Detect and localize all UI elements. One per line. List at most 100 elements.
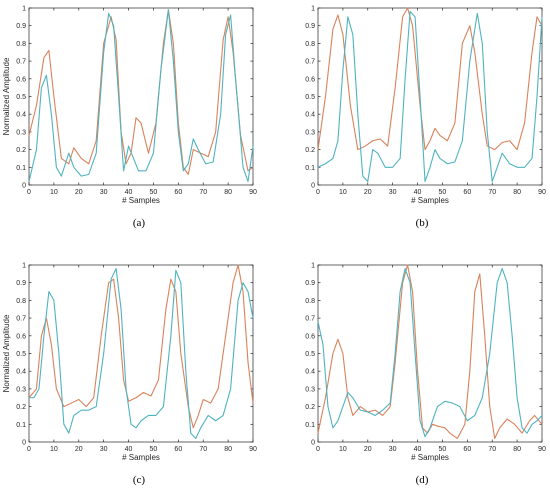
y-tick-label: 0.6 [16, 333, 26, 340]
y-tick-label: 0 [311, 183, 315, 190]
series-line-1 [317, 7, 543, 151]
x-tick-label: 30 [100, 446, 108, 453]
x-tick-label: 10 [339, 189, 347, 196]
x-tick-label: 30 [100, 189, 108, 196]
x-tick-label: 30 [389, 446, 397, 453]
x-tick-label: 0 [316, 446, 320, 453]
x-tick-label: 80 [224, 446, 232, 453]
y-tick-label: 0.4 [305, 369, 315, 376]
x-tick-label: 50 [150, 189, 158, 196]
series-line-1 [28, 264, 254, 429]
y-tick-label: 0.4 [16, 369, 26, 376]
y-tick-label: 0.8 [305, 41, 315, 48]
series-line-2 [29, 267, 254, 440]
x-tick-label: 50 [439, 189, 447, 196]
x-axis-label: # Samples [122, 196, 160, 205]
panel-caption: (c) [133, 474, 146, 486]
x-tick-label: 40 [414, 446, 422, 453]
y-tick-label: 0 [22, 440, 26, 447]
x-tick-label: 60 [463, 446, 471, 453]
chart-panel-3: 00.10.20.30.40.50.60.70.80.910 10 20 30 40 50… [2, 263, 257, 487]
y-tick-label: 0.6 [305, 333, 315, 340]
x-tick-label: 70 [199, 189, 207, 196]
x-axis-label: # Samples [411, 196, 449, 205]
x-tick-label: 60 [463, 189, 471, 196]
y-tick-label: 0.2 [16, 404, 26, 411]
y-tick-label: 0.7 [16, 316, 26, 323]
x-tick-label: 70 [488, 446, 496, 453]
x-tick-label: 10 [50, 189, 58, 196]
y-axis-label: Normalized Amplitude [2, 57, 11, 135]
y-tick-label: 0.3 [305, 386, 315, 393]
y-tick-label: 0.3 [16, 386, 26, 393]
x-tick-label: 70 [199, 446, 207, 453]
x-tick-label: 90 [538, 189, 546, 196]
x-tick-label: 80 [513, 446, 521, 453]
x-tick-label: 40 [414, 189, 422, 196]
y-tick-label: 0.7 [16, 59, 26, 66]
x-tick-label: 20 [75, 446, 83, 453]
series-line-2 [317, 10, 543, 183]
x-tick-label: 80 [513, 189, 521, 196]
x-tick-label: 40 [125, 189, 133, 196]
x-tick-label: 20 [75, 189, 83, 196]
x-tick-label: 20 [364, 446, 372, 453]
x-tick-label: 90 [249, 446, 257, 453]
x-tick-label: 70 [488, 189, 496, 196]
x-tick-label: 60 [174, 189, 182, 196]
x-tick-label: 10 [50, 446, 58, 453]
plot-frame [28, 7, 254, 186]
x-tick-label: 20 [364, 189, 372, 196]
panel-caption: (b) [416, 217, 429, 229]
panel-caption: (d) [416, 474, 429, 486]
x-tick-label: 50 [150, 446, 158, 453]
y-tick-label: 0.8 [305, 298, 315, 305]
x-axis-label: # Samples [122, 453, 160, 462]
x-tick-label: 90 [249, 189, 257, 196]
y-tick-label: 0.9 [16, 280, 26, 287]
y-tick-label: 0.1 [16, 422, 26, 429]
y-tick-label: 1 [311, 263, 315, 270]
y-tick-label: 0.9 [305, 23, 315, 30]
y-tick-label: 1 [311, 6, 315, 13]
y-tick-label: 1 [22, 6, 26, 13]
chart-panel-2: 00.10.20.30.40.50.60.70.80.910 10 20 30 40 50… [305, 6, 546, 230]
series-line-2 [317, 267, 543, 438]
y-tick-label: 0.4 [305, 112, 315, 119]
plot-frame [28, 264, 254, 443]
x-axis-label: # Samples [411, 453, 449, 462]
chart-panel-1: 00.10.20.30.40.50.60.70.80.910 10 20 30 40 50… [2, 6, 257, 230]
y-tick-label: 0.3 [16, 129, 26, 136]
y-tick-label: 1 [22, 263, 26, 270]
y-tick-label: 0.1 [305, 165, 315, 172]
y-tick-label: 0.1 [16, 165, 26, 172]
y-tick-label: 0.2 [305, 404, 315, 411]
y-tick-label: 0 [311, 440, 315, 447]
chart-panel-4: 00.10.20.30.40.50.60.70.80.910 10 20 30 40 50… [305, 263, 546, 487]
y-tick-label: 0.3 [305, 129, 315, 136]
y-tick-label: 0.5 [305, 351, 315, 358]
x-tick-label: 50 [439, 446, 447, 453]
series-line-2 [28, 9, 254, 183]
y-tick-label: 0.9 [16, 23, 26, 30]
y-tick-label: 0.5 [16, 351, 26, 358]
y-tick-label: 0.8 [16, 41, 26, 48]
x-tick-label: 30 [389, 189, 397, 196]
y-tick-label: 0.6 [305, 76, 315, 83]
y-tick-label: 0.7 [305, 316, 315, 323]
x-tick-label: 0 [316, 189, 320, 196]
y-tick-label: 0.5 [305, 94, 315, 101]
y-axis-label: Normalized Amplitude [2, 314, 11, 392]
x-tick-label: 0 [27, 189, 31, 196]
y-tick-label: 0.2 [305, 147, 315, 154]
y-tick-label: 0 [22, 183, 26, 190]
y-tick-label: 0.6 [16, 76, 26, 83]
x-tick-label: 80 [224, 189, 232, 196]
y-tick-label: 0.7 [305, 59, 315, 66]
y-tick-label: 0.9 [305, 280, 315, 287]
x-tick-label: 40 [125, 446, 133, 453]
x-tick-label: 60 [174, 446, 182, 453]
x-tick-label: 90 [538, 446, 546, 453]
y-tick-label: 0.2 [16, 147, 26, 154]
